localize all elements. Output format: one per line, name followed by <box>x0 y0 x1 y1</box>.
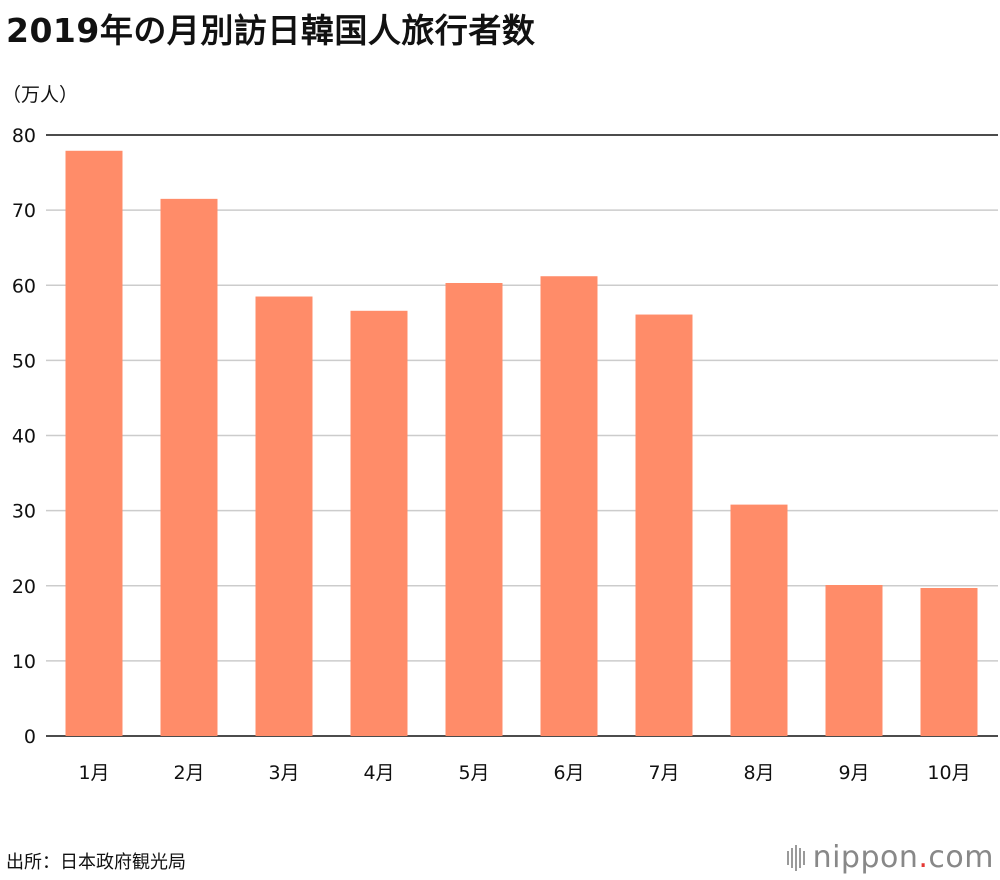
chart-title: 2019年の月別訪日韓国人旅行者数 <box>6 11 536 50</box>
x-tick-label: 2月 <box>173 762 204 784</box>
y-tick-label: 20 <box>12 576 36 598</box>
y-tick-label: 0 <box>24 726 36 748</box>
brand-logo: nippon.com <box>786 840 994 875</box>
y-tick-label: 70 <box>12 200 36 222</box>
brand-main: nippon <box>812 840 919 875</box>
bar-6 <box>540 276 598 736</box>
bar-4 <box>350 310 408 736</box>
y-tick-label: 80 <box>12 125 36 147</box>
bar-9 <box>825 584 883 736</box>
bar-7 <box>635 314 693 736</box>
x-tick-label: 9月 <box>838 762 869 784</box>
x-tick-label: 10月 <box>927 762 970 784</box>
y-tick-label: 30 <box>12 501 36 523</box>
y-tick-label: 60 <box>12 275 36 297</box>
brand-tld: com <box>928 840 994 875</box>
y-axis-ticks: 0 10 20 30 40 50 60 70 80 <box>12 125 36 748</box>
bars <box>65 150 978 736</box>
x-tick-label: 4月 <box>363 762 394 784</box>
y-tick-label: 50 <box>12 350 36 372</box>
y-tick-label: 10 <box>12 651 36 673</box>
x-tick-label: 5月 <box>458 762 489 784</box>
bar-3 <box>255 296 313 736</box>
bar-chart: （万人） 0 10 20 30 40 50 60 70 80 1月 2月 3月 4月 5月 6月 7月 8月 9… <box>2 84 998 784</box>
bar-2 <box>160 198 218 736</box>
x-tick-label: 6月 <box>553 762 584 784</box>
bar-1 <box>65 150 123 736</box>
source-note: 出所：日本政府観光局 <box>6 852 186 873</box>
y-axis-unit-label: （万人） <box>2 84 78 106</box>
bar-8 <box>730 504 788 736</box>
bar-5 <box>445 282 503 736</box>
x-tick-label: 3月 <box>268 762 299 784</box>
bar-10 <box>920 588 978 736</box>
x-tick-label: 8月 <box>743 762 774 784</box>
brand-dot: . <box>918 840 929 875</box>
x-tick-label: 7月 <box>648 762 679 784</box>
y-tick-label: 40 <box>12 426 36 448</box>
brand-mark-icon <box>786 844 805 871</box>
x-axis-ticks: 1月 2月 3月 4月 5月 6月 7月 8月 9月 10月 <box>78 762 970 784</box>
x-tick-label: 1月 <box>78 762 109 784</box>
